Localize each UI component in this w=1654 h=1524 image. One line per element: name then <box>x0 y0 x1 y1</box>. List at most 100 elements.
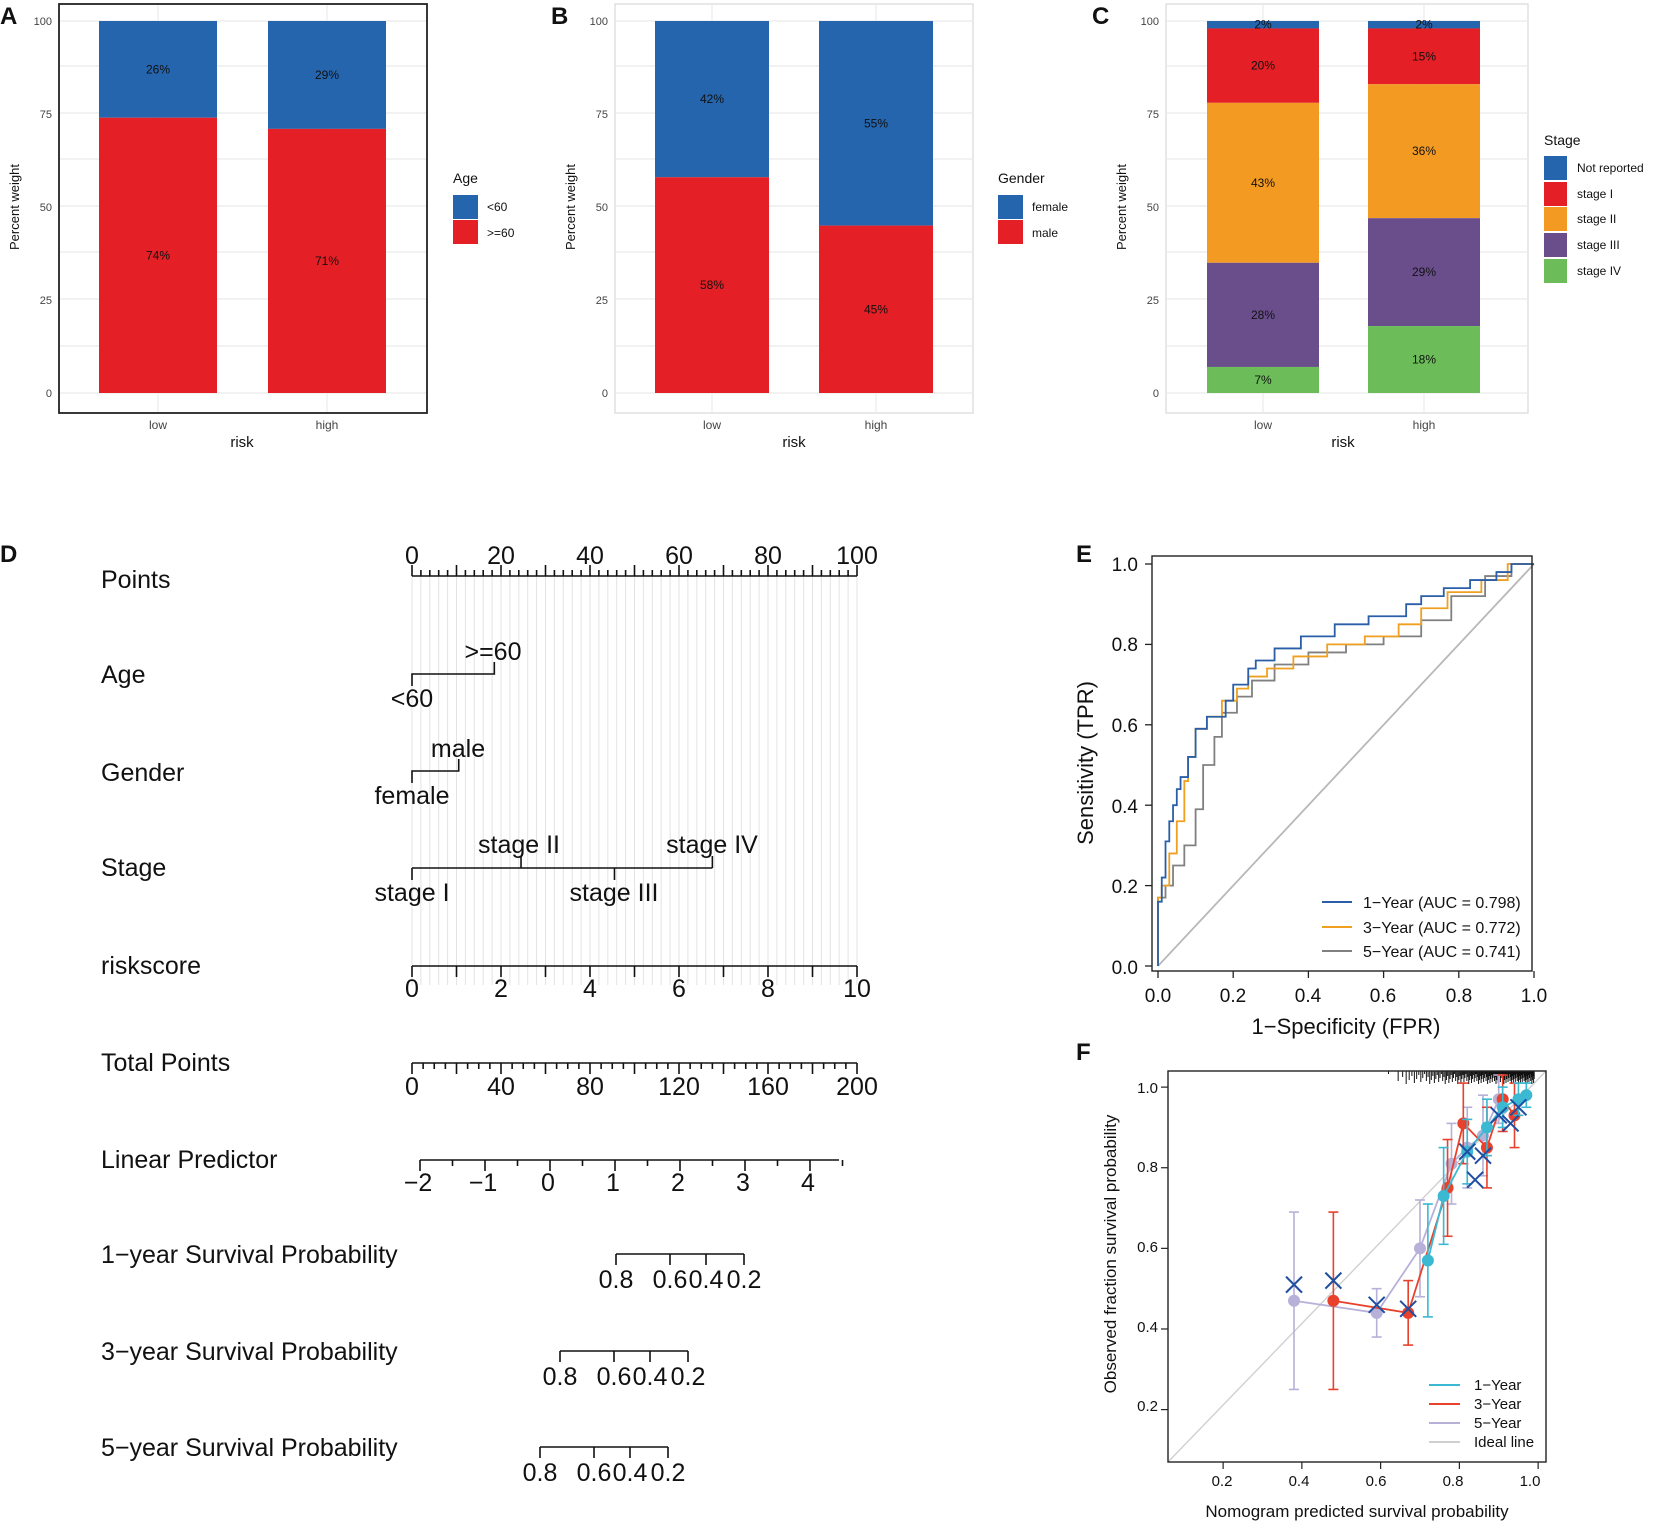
surv1-tick: 0.6 <box>653 1266 688 1294</box>
y-tick: 75 <box>40 109 52 121</box>
stage-level: stage II <box>478 831 560 859</box>
cross-marker <box>1285 1275 1303 1294</box>
bar-label: 15% <box>1412 49 1436 63</box>
roc-border <box>1151 555 1533 972</box>
x-tick: low <box>1254 418 1272 432</box>
lp-tick: 1 <box>606 1169 620 1197</box>
nomogram-axes <box>411 565 858 1458</box>
points-tick: 100 <box>836 542 878 570</box>
bar-segment <box>1207 366 1319 393</box>
panel-letter: F <box>1076 1039 1091 1066</box>
y-ticks: 100 75 50 25 0 <box>34 16 52 400</box>
stacked-bars: 26% 74% 29% 71% <box>99 21 386 393</box>
y-ticks: 100 75 50 25 0 <box>590 16 608 400</box>
bar-segment <box>1207 28 1319 103</box>
lp-tick: 4 <box>801 1169 815 1197</box>
points-tick: 0 <box>405 542 419 570</box>
y-tick: 50 <box>1147 202 1159 214</box>
panel-A: A 26% 74% 29% 71% 100 75 50 25 0 low high r… <box>0 3 515 451</box>
lp-tick: 3 <box>736 1169 750 1197</box>
gender-level: male <box>431 735 485 763</box>
legend-label: 5−Year (AUC = 0.741) <box>1363 944 1521 961</box>
legend-label: <60 <box>487 200 508 214</box>
legend-label: male <box>1032 226 1058 240</box>
bar-segment <box>1368 21 1480 29</box>
total-points-tick: 40 <box>487 1073 515 1101</box>
x-tick: low <box>149 418 167 432</box>
riskscore-tick: 2 <box>494 975 508 1003</box>
legend-label: 5−Year <box>1474 1415 1521 1432</box>
bar-segment <box>99 21 217 118</box>
surv5-tick: 0.8 <box>523 1459 558 1487</box>
y-tick: 0.8 <box>1137 1159 1158 1176</box>
legend-label: 1−Year (AUC = 0.798) <box>1363 895 1521 912</box>
lp-tick: 0 <box>541 1169 555 1197</box>
calibration-point <box>1520 1089 1533 1102</box>
bar-label: 36% <box>1412 144 1436 158</box>
legend-label: Ideal line <box>1474 1434 1534 1451</box>
legend-label: 1−Year <box>1474 1377 1521 1394</box>
row-label: 5−year Survival Probability <box>101 1434 398 1462</box>
bar-label: 2% <box>1415 18 1433 32</box>
points-tick: 20 <box>487 542 515 570</box>
roc-curve <box>1157 563 1534 966</box>
panel-letter: A <box>0 3 17 30</box>
panel-letter: B <box>551 3 568 30</box>
y-tick: 25 <box>1147 295 1159 307</box>
x-tick: high <box>865 418 888 432</box>
row-label: riskscore <box>101 952 201 980</box>
legend-swatch <box>453 220 478 244</box>
surv3-tick: 0.8 <box>543 1363 578 1391</box>
legend-label: stage II <box>1577 212 1616 226</box>
cross-marker <box>1458 1142 1476 1161</box>
age-axis <box>411 662 496 686</box>
row-label: Total Points <box>101 1049 230 1077</box>
legend-swatch <box>1544 207 1567 231</box>
y-tick: 1.0 <box>1137 1080 1158 1097</box>
legend-label: Not reported <box>1577 161 1644 175</box>
panel-letter: D <box>0 541 17 568</box>
surv1-tick: 0.2 <box>727 1266 762 1294</box>
y-tick: 0.2 <box>1137 1398 1158 1415</box>
roc-curve <box>1157 563 1534 966</box>
legend: 1−Year 3−Year 5−Year Ideal line <box>1429 1377 1534 1451</box>
calibration-plot <box>1161 1070 1547 1469</box>
cross-marker <box>1509 1098 1528 1116</box>
bar-segment <box>268 21 386 129</box>
surv3-tick: 0.6 <box>597 1363 632 1391</box>
x-tick: low <box>703 418 721 432</box>
legend-swatch <box>998 220 1023 244</box>
total-points-tick: 120 <box>658 1073 700 1101</box>
bar-segment <box>1368 28 1480 85</box>
bar-segment <box>1207 262 1319 367</box>
row-label: 1−year Survival Probability <box>101 1241 398 1269</box>
y-tick: 0.2 <box>1112 877 1138 898</box>
row-label: Gender <box>101 759 184 787</box>
legend-swatch <box>1544 182 1567 206</box>
calibration-point <box>1288 1294 1300 1307</box>
legend-label: stage III <box>1577 238 1620 252</box>
surv1-tick: 0.8 <box>599 1266 634 1294</box>
age-level: >=60 <box>464 638 521 666</box>
panel-E: E 1.0 0.8 0.6 0.4 0.2 0.0 0.0 0.2 0.4 0.… <box>1073 541 1547 1039</box>
bar-label: 42% <box>700 92 724 106</box>
row-label: Age <box>101 661 145 689</box>
legend-swatch <box>1544 233 1567 257</box>
roc-plot <box>1145 563 1535 978</box>
bar-label: 55% <box>864 116 888 130</box>
y-tick: 0 <box>46 388 52 400</box>
bar-segment <box>1368 84 1480 219</box>
y-tick: 0.8 <box>1112 635 1138 656</box>
y-axis-label: Percent weight <box>1114 164 1129 250</box>
legend-swatch <box>453 195 478 219</box>
bar-label: 26% <box>146 62 170 76</box>
legend-label: 3−Year (AUC = 0.772) <box>1363 920 1521 937</box>
y-tick: 100 <box>1141 16 1159 28</box>
stage-level: stage IV <box>666 831 758 859</box>
roc-curve <box>1157 563 1534 966</box>
total-points-tick: 80 <box>576 1073 604 1101</box>
bar-segment <box>268 128 386 393</box>
bar-label: 43% <box>1251 176 1275 190</box>
x-tick: 0.8 <box>1446 986 1472 1007</box>
